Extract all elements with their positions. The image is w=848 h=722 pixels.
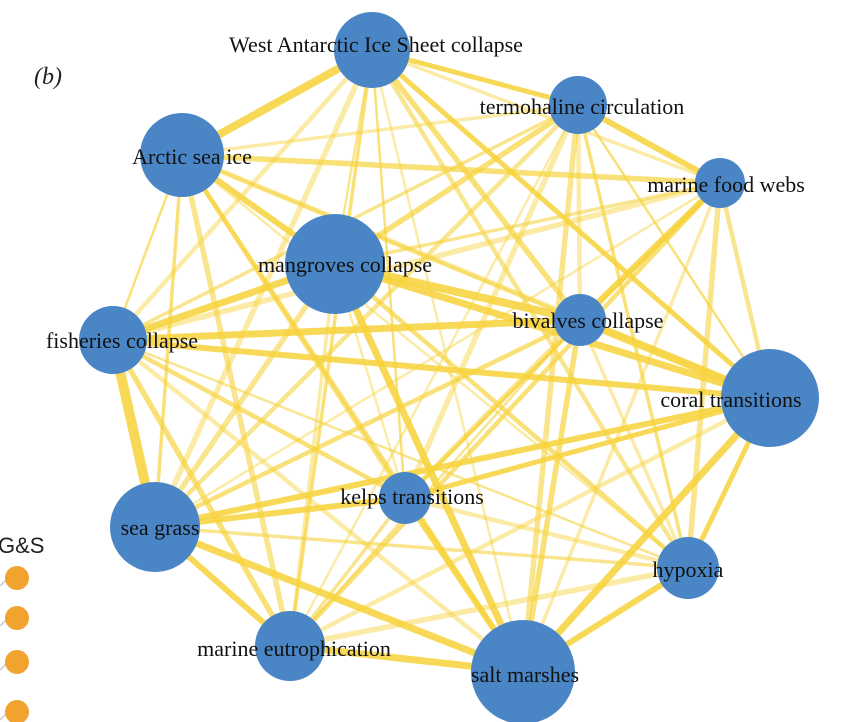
edge-west-antarctic-ice-sheet-collapse-bivalves-collapse (369, 47, 583, 323)
edge-coral-transitions-salt-marshes (519, 394, 774, 676)
edge-bivalves-collapse-fisheries-collapse (109, 316, 584, 344)
node-salt-marshes: salt marshes (471, 620, 579, 722)
edge-coral-transitions-sea-grass (152, 395, 773, 530)
node-circle-marine-eutrophication (255, 611, 325, 681)
edge-fisheries-collapse-kelps-transitions (110, 337, 408, 501)
node-label-marine-food-webs: marine food webs (647, 172, 805, 197)
edge-fisheries-collapse-marine-eutrophication (110, 337, 293, 649)
edge-kelps-transitions-hypoxia (402, 495, 691, 571)
edge-arctic-sea-ice-marine-food-webs (179, 152, 723, 186)
node-circle-termohaline-circulation (549, 76, 607, 134)
node-circle-fisheries-collapse (79, 306, 147, 374)
node-circle-west-antarctic-ice-sheet-collapse (334, 12, 410, 88)
node-circle-hypoxia (657, 537, 719, 599)
edge-marine-food-webs-marine-eutrophication (287, 180, 723, 649)
edge-termohaline-circulation-coral-transitions (576, 103, 772, 400)
edge-fisheries-collapse-hypoxia (111, 338, 690, 570)
edge-arctic-sea-ice-marine-eutrophication (179, 152, 293, 649)
node-termohaline-circulation: termohaline circulation (480, 76, 685, 134)
edge-termohaline-circulation-salt-marshes (520, 102, 581, 675)
edge-bivalves-collapse-sea-grass (152, 317, 583, 530)
node-mangroves-collapse: mangroves collapse (258, 214, 432, 314)
side-dot (5, 606, 29, 630)
edge-hypoxia-marine-eutrophication (287, 565, 691, 649)
nodes: West Antarctic Ice Sheet collapse termoha… (46, 12, 819, 722)
node-label-marine-eutrophication: marine eutrophication (197, 636, 391, 661)
node-label-kelps-transitions: kelps transitions (340, 484, 484, 509)
side-dot (5, 650, 29, 674)
edge-termohaline-circulation-sea-grass (152, 102, 581, 530)
edge-bivalves-collapse-hypoxia (578, 318, 690, 570)
side-fragment-dots (0, 566, 29, 722)
node-kelps-transitions: kelps transitions (340, 472, 484, 524)
edge-coral-transitions-kelps-transitions (402, 395, 773, 501)
edge-mangroves-collapse-sea-grass (152, 261, 338, 530)
edge-sea-grass-hypoxia (153, 525, 690, 570)
edge-marine-food-webs-mangroves-collapse (333, 181, 722, 266)
node-label-mangroves-collapse: mangroves collapse (258, 252, 432, 277)
edge-marine-food-webs-fisheries-collapse (110, 180, 723, 343)
edge-west-antarctic-ice-sheet-collapse-marine-food-webs (370, 48, 722, 185)
side-dot (5, 566, 29, 590)
node-hypoxia: hypoxia (653, 537, 724, 599)
edge-arctic-sea-ice-hypoxia (180, 153, 690, 570)
node-label-termohaline-circulation: termohaline circulation (480, 94, 685, 119)
node-arctic-sea-ice: Arctic sea ice (132, 113, 252, 197)
edge-west-antarctic-ice-sheet-collapse-marine-eutrophication (288, 48, 374, 648)
node-label-west-antarctic-ice-sheet-collapse: West Antarctic Ice Sheet collapse (229, 32, 523, 57)
edges (108, 46, 774, 676)
node-label-coral-transitions: coral transitions (660, 387, 801, 412)
node-circle-salt-marshes (471, 620, 575, 722)
node-label-sea-grass: sea grass (121, 515, 200, 540)
edge-west-antarctic-ice-sheet-collapse-coral-transitions (369, 47, 773, 401)
edge-sea-grass-salt-marshes (151, 523, 527, 676)
node-circle-kelps-transitions (379, 472, 431, 524)
node-sea-grass: sea grass (110, 482, 200, 572)
node-marine-eutrophication: marine eutrophication (197, 611, 391, 681)
node-fisheries-collapse: fisheries collapse (46, 306, 198, 374)
node-bivalves-collapse: bivalves collapse (513, 294, 664, 346)
edge-termohaline-circulation-arctic-sea-ice (180, 103, 580, 157)
edge-mangroves-collapse-hypoxia (332, 261, 691, 571)
node-label-fisheries-collapse: fisheries collapse (46, 328, 198, 353)
node-circle-bivalves-collapse (554, 294, 606, 346)
node-label-salt-marshes: salt marshes (471, 662, 579, 687)
node-circle-marine-food-webs (695, 158, 745, 208)
node-coral-transitions: coral transitions (660, 349, 819, 447)
side-dot (5, 700, 29, 722)
edge-coral-transitions-marine-eutrophication (287, 395, 773, 649)
panel-label: (b) (34, 64, 62, 90)
edge-fisheries-collapse-coral-transitions (110, 337, 773, 401)
node-circle-sea-grass (110, 482, 200, 572)
node-circle-mangroves-collapse (285, 214, 385, 314)
node-west-antarctic-ice-sheet-collapse: West Antarctic Ice Sheet collapse (229, 12, 523, 88)
edge-termohaline-circulation-hypoxia (576, 103, 690, 570)
node-label-hypoxia: hypoxia (653, 557, 724, 582)
node-circle-coral-transitions (721, 349, 819, 447)
side-fragment: G&S (0, 533, 44, 722)
edge-arctic-sea-ice-bivalves-collapse (180, 153, 582, 322)
edge-termohaline-circulation-marine-eutrophication (288, 103, 580, 648)
node-label-arctic-sea-ice: Arctic sea ice (132, 144, 252, 169)
side-fragment-text: G&S (0, 533, 44, 558)
node-marine-food-webs: marine food webs (647, 158, 805, 208)
node-circle-arctic-sea-ice (140, 113, 224, 197)
node-label-bivalves-collapse: bivalves collapse (513, 308, 664, 333)
